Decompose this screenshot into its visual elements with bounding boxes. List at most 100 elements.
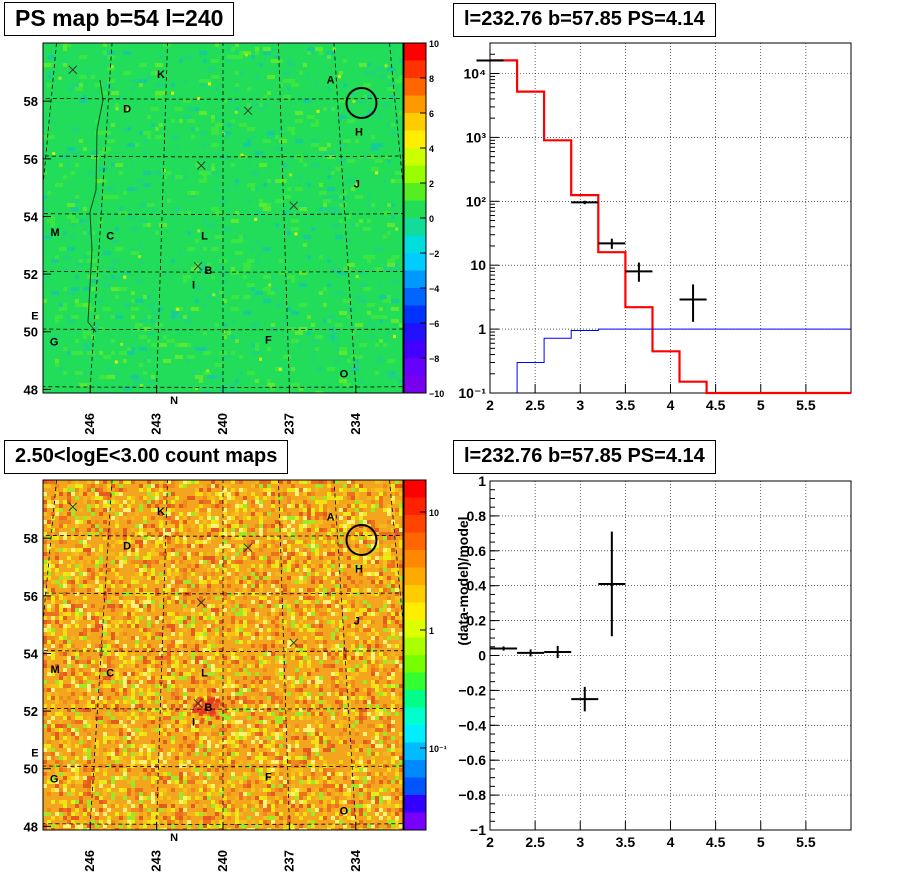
colorbar-tick-label: −4 — [429, 284, 439, 294]
colorbar-band — [404, 585, 426, 603]
source-labels: A K D H J M C L BI E G F O N — [31, 502, 363, 844]
source-label: O — [340, 369, 349, 381]
spectrum-data-point — [679, 284, 707, 322]
source-x-marker — [193, 698, 203, 708]
colorbar-band — [404, 288, 426, 306]
source-x-marker — [243, 106, 253, 116]
map-axes: 246 243 240 237 234 58 56 54 52 50 48 — [24, 94, 363, 435]
colorbar-band — [404, 60, 426, 79]
spectrum-y-tick-label: 10³ — [466, 129, 487, 145]
map-axes: 246 243 240 237 234 58 56 54 52 50 48 — [24, 531, 363, 872]
colorbar-band — [404, 690, 426, 708]
map-y-tick-label: 52 — [24, 267, 38, 282]
source-label: J — [354, 178, 360, 190]
colorbar-band — [404, 497, 426, 516]
colorbar-tick-label: 10 — [429, 508, 439, 518]
source-label: E — [31, 311, 38, 323]
spectrum-x-tick-label: 2.5 — [525, 397, 545, 413]
colorbar-band — [404, 165, 426, 184]
map-y-tick-label: 48 — [24, 382, 38, 397]
map-graticule — [43, 480, 403, 830]
source-label: C — [106, 230, 114, 242]
map-y-tick-label: 50 — [24, 325, 38, 340]
map-x-tick-label: 237 — [281, 413, 296, 435]
source-label: E — [31, 748, 38, 760]
map-x-tick-label: 237 — [281, 850, 296, 872]
residual-grid — [489, 480, 851, 831]
source-label: A — [327, 75, 335, 87]
ps-map-pixels — [43, 43, 403, 393]
count-map-panel: 246 243 240 237 234 58 56 54 52 50 48 A K D H J M C L BI E G F… — [24, 479, 447, 872]
colorbar-band — [404, 183, 426, 201]
spectrum-x-tick-label: 3.5 — [616, 397, 636, 413]
spectrum-axes: 2 2.5 3 3.5 4 4.5 5 5.5 10⁴ 10³ 10² 10 1 10⁻¹ — [458, 42, 816, 413]
map-y-tick-label: 58 — [24, 94, 38, 109]
total-model-line — [490, 59, 851, 395]
residual-y-tick-label: 0.8 — [467, 508, 487, 524]
source-label: D — [123, 541, 131, 553]
colorbar-tick-label: 0 — [429, 214, 434, 224]
map-x-tick-label: 246 — [82, 413, 97, 435]
spectrum-title: l=232.76 b=57.85 PS=4.14 — [453, 3, 716, 37]
residual-x-tick-label: 2.5 — [525, 834, 545, 850]
residual-data-point — [490, 646, 518, 651]
colorbar-band — [404, 148, 426, 166]
map-x-tick-label: 243 — [149, 413, 164, 435]
colorbar-band — [404, 760, 426, 778]
source-label: J — [354, 615, 360, 627]
colorbar-band — [404, 620, 426, 638]
map-y-tick-label: 52 — [24, 704, 38, 719]
colorbar-tick-label: 10 — [429, 39, 439, 49]
colorbar-band — [404, 323, 426, 341]
residual-axes: 2 2.5 3 3.5 4 4.5 5 5.5 1 0.8 0.6 0.4 0.2 0 −0.2 −0.4 −0… — [455, 473, 816, 850]
map-x-tick-label: 240 — [215, 850, 230, 872]
source-label: G — [50, 774, 59, 786]
spectrum-y-tick-label: 10⁻¹ — [458, 385, 486, 401]
spectrum-x-tick-label: 5.5 — [796, 397, 816, 413]
map-y-tick-label: 50 — [24, 762, 38, 777]
map-x-tick-label: 240 — [215, 413, 230, 435]
source-label: L — [201, 231, 208, 243]
source-model-line — [516, 328, 851, 393]
ps-colorbar: 10 8 6 4 2 0 −2 −4 −6 −8 −10 — [403, 39, 444, 399]
colorbar-band — [404, 795, 426, 813]
source-label: M — [50, 664, 59, 676]
map-x-tick-label: 246 — [82, 850, 97, 872]
source-label: O — [340, 806, 349, 818]
spectrum-y-tick-label: 10 — [470, 257, 486, 273]
colorbar-band — [404, 95, 426, 114]
residual-y-tick-label: −0.2 — [458, 682, 486, 698]
colorbar-band — [404, 777, 426, 796]
colorbar-band — [404, 707, 426, 726]
source-label: N — [170, 832, 178, 844]
count-map-title: 2.50<logE<3.00 count maps — [4, 440, 289, 474]
source-x-marker — [196, 598, 206, 607]
source-x-marker — [289, 201, 299, 211]
colorbar-band — [404, 812, 426, 831]
spectrum-y-tick-label: 1 — [478, 321, 486, 337]
source-label: C — [106, 667, 114, 679]
spectrum-plot: 2 2.5 3 3.5 4 4.5 5 5.5 10⁴ 10³ 10² 10 1 10⁻¹ — [458, 42, 852, 413]
source-x-marker — [193, 261, 203, 271]
residual-y-tick-label: 0.6 — [467, 543, 487, 559]
colorbar-band — [404, 218, 426, 236]
colorbar-band — [404, 375, 426, 394]
spectrum-data-point — [625, 262, 653, 282]
source-x-marker — [289, 638, 299, 648]
ps-map-title: PS map b=54 l=240 — [4, 2, 235, 36]
residual-y-tick-label: 0.4 — [467, 578, 487, 594]
source-x-marker — [68, 502, 78, 512]
residual-y-tick-label: −0.8 — [458, 787, 486, 803]
source-label: H — [355, 126, 363, 138]
spectrum-x-tick-label: 2 — [486, 397, 494, 413]
residual-y-tick-label: −0.4 — [458, 717, 486, 733]
residual-y-axis-label: (data-model)/model — [455, 516, 471, 645]
colorbar-band — [404, 567, 426, 586]
spectrum-x-tick-label: 3 — [576, 397, 584, 413]
target-circle — [345, 523, 378, 556]
residual-x-tick-label: 5 — [757, 834, 765, 850]
residual-y-tick-label: 0 — [478, 648, 486, 664]
source-label: H — [355, 563, 363, 575]
map-y-tick-label: 56 — [24, 152, 38, 167]
